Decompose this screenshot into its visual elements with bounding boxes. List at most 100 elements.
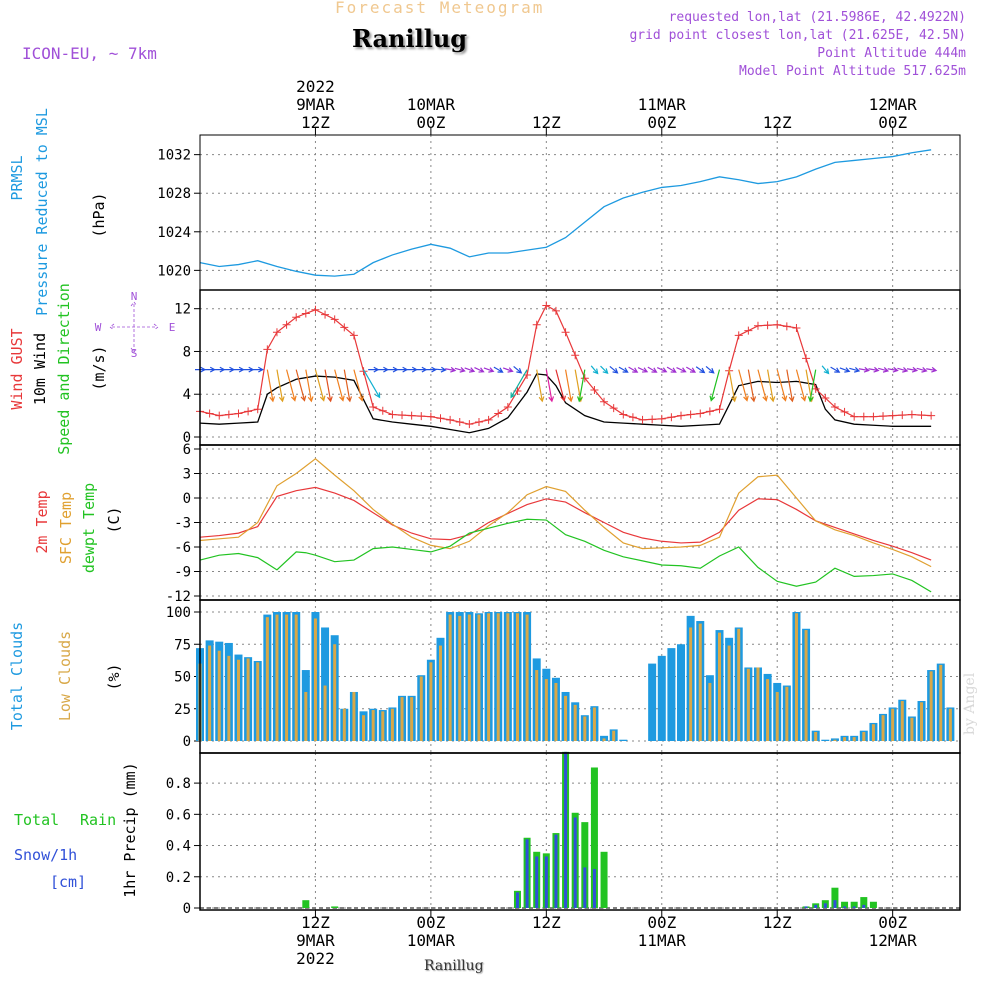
gust-marker: [205, 409, 214, 418]
low-cloud-bar: [881, 715, 885, 741]
total-cloud-bar: [648, 663, 657, 741]
wind-direction-arrow: [233, 366, 245, 373]
gust-marker: [311, 305, 320, 314]
gust-marker: [340, 323, 349, 332]
wind-direction-arrow: [709, 369, 721, 402]
wind-direction-arrow: [795, 369, 807, 402]
compass-rose: [109, 301, 159, 353]
pressure-label-long: Pressure Reduced to MSL: [33, 108, 51, 316]
time-label-top: 12Z: [301, 113, 330, 132]
snow-bar: [843, 906, 847, 908]
wind-direction-arrow: [416, 366, 428, 373]
low-cloud-bar: [439, 645, 443, 741]
time-label-top: 10MAR: [407, 95, 456, 114]
time-label-top: 2022: [296, 77, 335, 96]
wind-direction-arrow: [821, 365, 830, 375]
snow-bar: [573, 817, 577, 908]
y-tick-label: 3: [183, 467, 191, 483]
snow-bar: [554, 834, 558, 908]
low-cloud-bar: [564, 695, 568, 741]
wind-direction-arrow: [377, 366, 390, 373]
low-cloud-bar: [525, 614, 529, 741]
dewpoint-label: dewpt Temp: [80, 483, 98, 573]
low-cloud-bar: [920, 702, 924, 741]
gridpoint-coords: grid point closest lon,lat (21.625E, 42.…: [629, 28, 966, 43]
wind-direction-arrow: [786, 369, 795, 403]
gust-marker: [648, 415, 657, 424]
wind-direction-arrow: [276, 369, 285, 403]
wind-direction-arrow: [738, 369, 749, 402]
wind-direction-arrow: [647, 366, 658, 373]
wind-direction-arrow: [314, 369, 326, 402]
wind-direction-arrow: [574, 369, 583, 403]
low-cloud-bar: [448, 614, 452, 741]
precip-unit: 1hr Precip (mm): [121, 762, 139, 897]
rain-bar: [302, 900, 310, 908]
wind-speed-line: [199, 373, 932, 434]
wind-direction-arrow: [545, 369, 555, 403]
low-cloud-bar: [410, 697, 414, 741]
gust-marker: [330, 315, 339, 324]
gust-marker: [609, 404, 618, 413]
gust-marker: [763, 321, 772, 330]
gust-marker: [282, 320, 291, 329]
low-cloud-bar: [313, 618, 317, 741]
gust-marker: [734, 331, 743, 340]
meteogram-title: Forecast Meteogram: [335, 0, 545, 17]
low-cloud-bar: [275, 614, 279, 741]
gust-marker: [388, 410, 397, 419]
low-cloud-bar: [208, 645, 212, 741]
time-label-top: 12MAR: [869, 95, 918, 114]
low-cloud-bar: [775, 691, 779, 741]
y-tick-label: 0.2: [166, 870, 191, 886]
low-cloud-bar: [737, 628, 741, 741]
rain-label-total: Total: [14, 811, 59, 829]
y-tick-label: 8: [183, 344, 191, 360]
gust-label: Wind GUST: [8, 328, 26, 409]
wind-direction-arrow: [887, 366, 899, 373]
temp-unit: (C): [105, 506, 123, 533]
gust-marker: [446, 415, 455, 424]
y-tick-label: 0.4: [166, 839, 191, 855]
compass-e: E: [169, 321, 176, 334]
wind-direction-arrow: [324, 369, 333, 403]
wind-direction-arrow: [858, 366, 870, 373]
wind-direction-arrow: [425, 366, 438, 373]
gust-marker: [773, 320, 782, 329]
wind-direction-arrow: [214, 366, 226, 373]
gust-marker: [369, 403, 378, 412]
snow-bar: [535, 856, 539, 908]
panel-frame: [199, 134, 961, 291]
wind-direction-arrow: [757, 369, 769, 402]
y-tick-label: 1024: [157, 225, 191, 241]
gust-marker: [542, 301, 551, 310]
panel-frame: [199, 752, 961, 911]
gust-marker: [821, 393, 830, 402]
low-cloud-bar: [948, 708, 952, 741]
wind-direction-arrow: [445, 366, 457, 373]
gust-marker: [590, 385, 599, 394]
wind-direction-arrow: [747, 369, 757, 403]
low-cloud-bar: [573, 704, 577, 741]
wind-direction-arrow: [513, 365, 523, 374]
gust-marker: [455, 418, 464, 427]
gust-marker: [465, 420, 474, 429]
wind-direction-arrow: [406, 366, 418, 373]
low-cloud-bar: [689, 627, 693, 741]
wind-direction-arrow: [676, 366, 687, 373]
gust-marker: [782, 322, 791, 331]
y-tick-label: -6: [174, 540, 191, 556]
gust-marker: [484, 415, 493, 424]
rain-bar: [869, 901, 877, 908]
wind-direction-arrow: [577, 369, 586, 403]
gust-marker: [224, 410, 233, 419]
y-tick-label: 0: [183, 734, 191, 750]
gust-marker: [628, 413, 637, 422]
low-cloud-bar: [708, 682, 712, 741]
low-cloud-bar: [419, 676, 423, 741]
wind-direction-arrow: [252, 366, 264, 373]
gust-marker: [436, 414, 445, 423]
wind-direction-arrow: [368, 366, 380, 373]
rain-label: Rain: [80, 811, 116, 829]
wind-direction-arrow: [906, 366, 919, 373]
